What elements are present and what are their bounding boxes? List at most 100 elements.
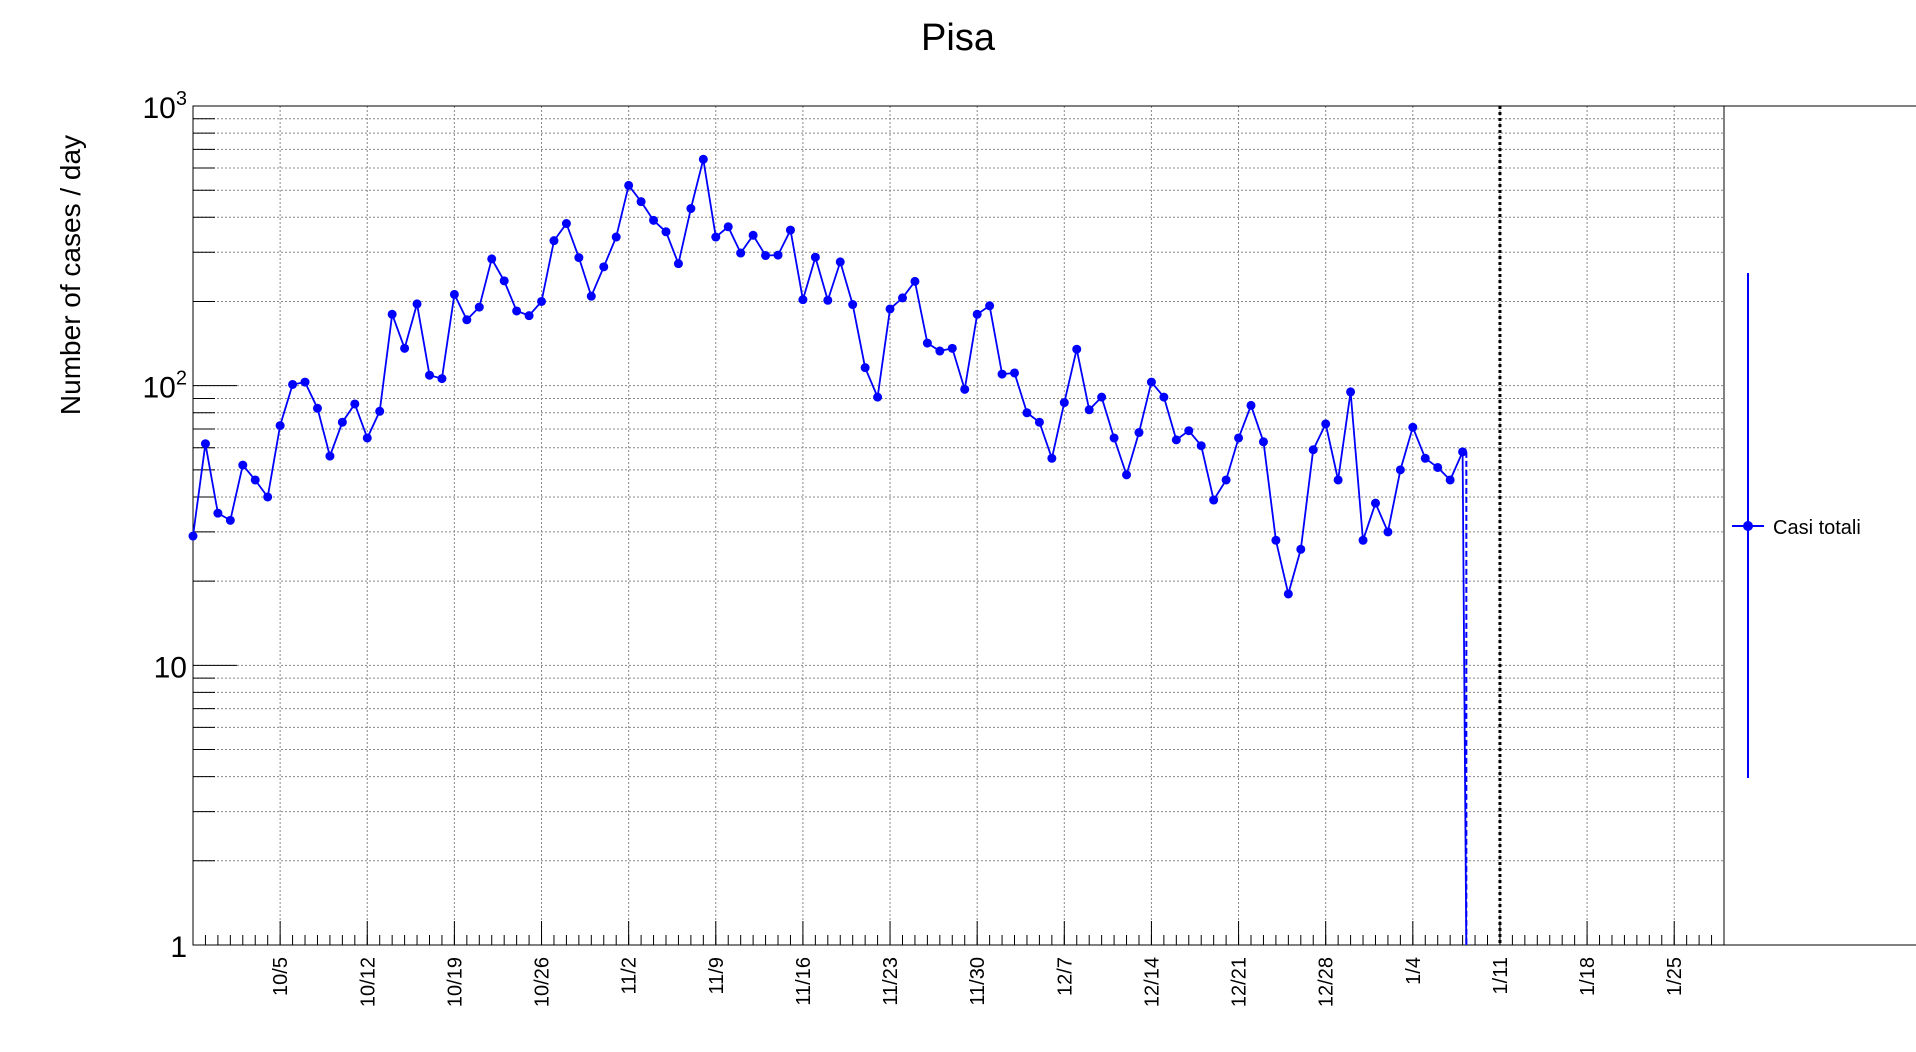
data-point: [1234, 433, 1244, 443]
data-point: [512, 306, 522, 316]
data-point: [1246, 400, 1256, 410]
data-point: [835, 257, 845, 267]
data-point: [761, 251, 771, 261]
data-point: [785, 225, 795, 235]
data-point: [337, 417, 347, 427]
x-tick-label: 12/7: [1054, 957, 1076, 996]
data-point: [661, 227, 671, 237]
x-tick-label: 10/26: [532, 957, 554, 1007]
data-point: [1221, 475, 1231, 485]
data-point: [499, 276, 509, 286]
data-point: [1445, 475, 1455, 485]
data-point: [462, 315, 472, 325]
data-point: [1034, 417, 1044, 427]
series-line: [192, 159, 1468, 946]
data-point: [798, 295, 808, 305]
data-point: [1184, 426, 1194, 436]
data-point: [636, 197, 646, 207]
legend-label: Casi totali: [1773, 517, 1861, 539]
data-point: [947, 343, 957, 353]
data-point: [698, 154, 708, 164]
data-point: [1159, 392, 1169, 402]
data-point: [723, 222, 733, 232]
data-point: [810, 252, 820, 262]
data-point: [624, 180, 634, 190]
data-point: [1022, 408, 1032, 418]
data-point: [537, 296, 547, 306]
x-tick-label: 12/14: [1141, 957, 1163, 1007]
data-point: [375, 406, 385, 416]
data-point: [860, 363, 870, 373]
data-point: [400, 343, 410, 353]
data-point: [1134, 428, 1144, 438]
x-tick-label: 11/30: [967, 957, 989, 1006]
data-point: [1383, 527, 1393, 537]
data-point: [362, 433, 372, 443]
data-point: [1109, 433, 1119, 443]
grid-lines: [193, 106, 1724, 945]
data-point: [972, 309, 982, 319]
x-tick-label: 1/18: [1577, 957, 1599, 996]
x-tick-label: 11/23: [880, 957, 902, 1006]
data-point: [885, 304, 895, 314]
data-point: [1458, 447, 1468, 457]
data-point: [1321, 419, 1331, 429]
data-point: [823, 295, 833, 305]
data-point: [275, 421, 285, 431]
data-point: [748, 230, 758, 240]
data-point: [773, 250, 783, 260]
data-point: [549, 236, 559, 246]
data-point: [586, 291, 596, 301]
data-point: [263, 492, 273, 502]
data-point: [910, 276, 920, 286]
data-point: [412, 299, 422, 309]
data-point: [288, 379, 298, 389]
x-tick-label: 11/16: [793, 957, 815, 1006]
data-point: [1059, 398, 1069, 408]
x-tick-label: 12/28: [1316, 957, 1338, 1007]
data-point: [300, 377, 310, 387]
data-point: [686, 204, 696, 214]
data-point: [1097, 392, 1107, 402]
data-point: [922, 338, 932, 348]
data-point: [449, 289, 459, 299]
data-point: [474, 302, 484, 312]
data-point: [1370, 498, 1380, 508]
x-tick-label: 1/4: [1403, 957, 1425, 985]
data-point: [213, 508, 223, 518]
data-point: [935, 346, 945, 356]
data-point: [1296, 544, 1306, 554]
legend: Casi totali: [1732, 273, 1861, 778]
data-point: [524, 311, 534, 321]
data-point: [1395, 465, 1405, 475]
data-point: [1358, 535, 1368, 545]
axes: [192, 105, 1916, 946]
data-point: [1209, 495, 1219, 505]
data-point: [1171, 435, 1181, 445]
data-point: [325, 451, 335, 461]
data-point: [985, 301, 995, 311]
data-point: [848, 300, 858, 310]
x-tick-label: 10/5: [270, 957, 292, 996]
data-point: [711, 232, 721, 242]
x-tick-label: 10/12: [357, 957, 379, 1007]
chart-title: Pisa: [921, 17, 996, 59]
legend-marker: [1743, 521, 1753, 531]
data-point: [611, 232, 621, 242]
data-point: [997, 369, 1007, 379]
data-point: [1333, 475, 1343, 485]
x-tick-label: 11/9: [706, 957, 728, 994]
x-tick-label: 12/21: [1229, 957, 1251, 1007]
data-point: [200, 439, 210, 449]
data-point: [574, 253, 584, 263]
data-point: [437, 374, 447, 384]
data-point: [1433, 462, 1443, 472]
data-point: [873, 392, 883, 402]
x-tick-label: 1/25: [1664, 957, 1686, 996]
data-point: [1196, 441, 1206, 451]
data-point: [960, 384, 970, 394]
data-point: [250, 475, 260, 485]
data-point: [387, 309, 397, 319]
